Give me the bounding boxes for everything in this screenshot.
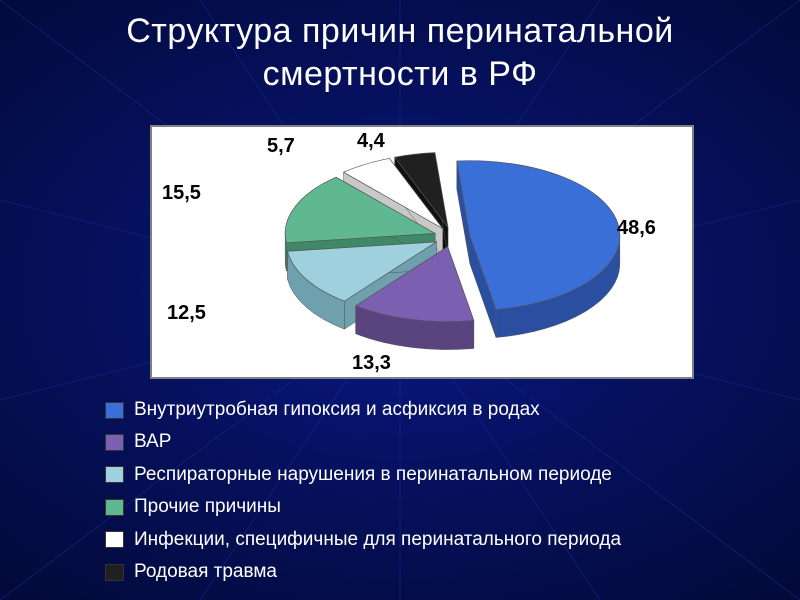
- title-line-2: смертности в РФ: [263, 55, 538, 93]
- slice-value-label: 15,5: [162, 182, 201, 205]
- legend-swatch: [105, 499, 124, 516]
- legend-label: Родовая травма: [134, 557, 277, 587]
- slice-value-label: 4,4: [357, 130, 385, 153]
- slide-title: Структура причин перинатальной смертност…: [0, 10, 800, 95]
- chart-panel: 48,6 13,3 12,5 15,5 5,7 4,4: [150, 125, 694, 379]
- slide: Структура причин перинатальной смертност…: [0, 0, 800, 600]
- legend-item: ВАР: [105, 427, 621, 457]
- legend-item: Респираторные нарушения в перинатальном …: [105, 460, 621, 490]
- legend-swatch: [105, 402, 124, 419]
- slice-value-label: 5,7: [267, 135, 295, 158]
- legend-label: Инфекции, специфичные для перинатального…: [134, 525, 621, 555]
- slice-value-label: 48,6: [617, 217, 656, 240]
- legend-swatch: [105, 434, 124, 451]
- legend-label: Внутриутробная гипоксия и асфиксия в род…: [134, 395, 540, 425]
- legend-item: Родовая травма: [105, 557, 621, 587]
- legend-item: Прочие причины: [105, 492, 621, 522]
- legend-item: Внутриутробная гипоксия и асфиксия в род…: [105, 395, 621, 425]
- legend-swatch: [105, 466, 124, 483]
- slice-value-label: 13,3: [352, 352, 391, 375]
- legend-swatch: [105, 531, 124, 548]
- pie-chart: [152, 127, 692, 377]
- legend-swatch: [105, 564, 124, 581]
- legend-label: ВАР: [134, 427, 171, 457]
- slice-value-label: 12,5: [167, 302, 206, 325]
- legend-label: Прочие причины: [134, 492, 281, 522]
- legend: Внутриутробная гипоксия и асфиксия в род…: [105, 395, 621, 589]
- title-line-1: Структура причин перинатальной: [126, 12, 673, 50]
- legend-label: Респираторные нарушения в перинатальном …: [134, 460, 612, 490]
- legend-item: Инфекции, специфичные для перинатального…: [105, 525, 621, 555]
